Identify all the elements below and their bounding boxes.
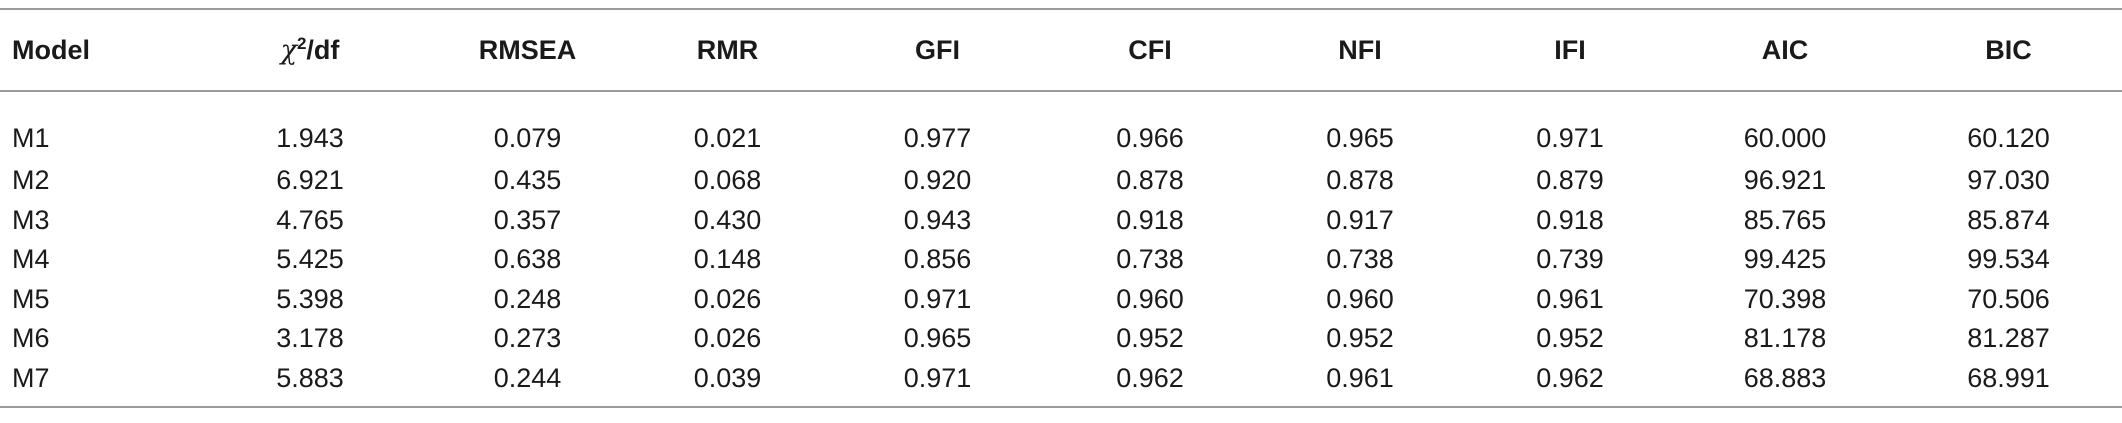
cell-aic: 60.000 [1743, 123, 1827, 153]
cell-ifi: 0.961 [1536, 283, 1604, 314]
cell-rmsea: 0.244 [493, 362, 562, 393]
cell-cfi: 0.952 [1116, 323, 1184, 354]
chi-symbol: χ [280, 34, 297, 66]
cell-rmr: 0.021 [693, 123, 762, 153]
cell-model: M1 [12, 123, 50, 153]
table-row: M7 5.883 0.244 0.039 0.971 0.962 0.961 0… [0, 359, 2122, 399]
cell-rmsea: 0.273 [493, 323, 562, 354]
cell-cfi: 0.738 [1116, 244, 1184, 275]
header-model: Model [12, 34, 90, 65]
header-ifi: IFI [1554, 34, 1586, 65]
cell-gfi: 0.856 [903, 244, 972, 275]
cell-cfi: 0.918 [1116, 204, 1184, 235]
cell-model: M4 [12, 244, 50, 275]
cell-ifi: 0.739 [1536, 244, 1604, 275]
cell-aic: 81.178 [1743, 323, 1827, 354]
cell-model: M3 [12, 204, 50, 235]
cell-nfi: 0.960 [1326, 283, 1394, 314]
table-row: M5 5.398 0.248 0.026 0.971 0.960 0.960 0… [0, 280, 2122, 320]
cell-rmr: 0.026 [693, 283, 762, 314]
table-row: M6 3.178 0.273 0.026 0.965 0.952 0.952 0… [0, 319, 2122, 359]
cell-aic: 99.425 [1743, 244, 1827, 275]
cell-cfi: 0.962 [1116, 362, 1184, 393]
cell-nfi: 0.878 [1326, 165, 1394, 196]
header-aic: AIC [1761, 34, 1809, 65]
cell-gfi: 0.971 [903, 362, 972, 393]
header-chi-df: χ2/df [190, 10, 430, 90]
cell-rmsea: 0.357 [493, 204, 562, 235]
cell-rmsea: 0.638 [493, 244, 562, 275]
header-rmsea: RMSEA [478, 34, 577, 65]
cell-ifi: 0.952 [1536, 323, 1604, 354]
header-row: Model χ2/df RMSEA RMR GFI CFI NFI IFI AI… [0, 10, 2122, 90]
cell-rmsea: 0.435 [493, 165, 562, 196]
cell-gfi: 0.920 [903, 165, 972, 196]
cell-rmsea: 0.079 [493, 123, 562, 153]
cell-nfi: 0.952 [1326, 323, 1394, 354]
cell-chi-df: 1.943 [276, 123, 344, 153]
table-row: M2 6.921 0.435 0.068 0.920 0.878 0.878 0… [0, 161, 2122, 201]
cell-nfi: 0.965 [1326, 123, 1394, 153]
cell-bic: 81.287 [1967, 323, 2050, 354]
cell-ifi: 0.971 [1536, 123, 1604, 153]
cell-bic: 60.120 [1967, 123, 2050, 153]
cell-rmr: 0.430 [693, 204, 762, 235]
cell-cfi: 0.966 [1116, 123, 1184, 153]
cell-chi-df: 5.883 [276, 362, 344, 393]
cell-nfi: 0.738 [1326, 244, 1394, 275]
bottom-rule [0, 406, 2122, 408]
header-cfi: CFI [1128, 34, 1172, 65]
cell-aic: 70.398 [1743, 283, 1827, 314]
top-rule [0, 8, 2122, 10]
cell-gfi: 0.977 [903, 123, 972, 153]
cell-bic: 97.030 [1967, 165, 2050, 196]
cell-cfi: 0.960 [1116, 283, 1184, 314]
cell-chi-df: 5.398 [276, 283, 344, 314]
table-header: Model χ2/df RMSEA RMR GFI CFI NFI IFI AI… [0, 10, 2122, 90]
cell-ifi: 0.879 [1536, 165, 1604, 196]
cell-bic: 70.506 [1967, 283, 2050, 314]
header-gfi: GFI [915, 34, 960, 65]
fit-indices-table: Model χ2/df RMSEA RMR GFI CFI NFI IFI AI… [0, 10, 2122, 398]
cell-gfi: 0.971 [903, 283, 972, 314]
chi-df-suffix: /df [306, 34, 340, 65]
chi-superscript: 2 [296, 33, 307, 53]
cell-nfi: 0.917 [1326, 204, 1394, 235]
table-row: M4 5.425 0.638 0.148 0.856 0.738 0.738 0… [0, 240, 2122, 280]
cell-cfi: 0.878 [1116, 165, 1184, 196]
cell-model: M5 [12, 283, 50, 314]
table-row: M1 1.943 0.079 0.021 0.977 0.966 0.965 0… [0, 90, 2122, 161]
cell-bic: 85.874 [1967, 204, 2050, 235]
cell-rmr: 0.068 [693, 165, 762, 196]
cell-chi-df: 4.765 [276, 204, 344, 235]
table-row: M3 4.765 0.357 0.430 0.943 0.918 0.917 0… [0, 201, 2122, 241]
header-rule [0, 90, 2122, 92]
cell-model: M2 [12, 165, 50, 196]
cell-ifi: 0.918 [1536, 204, 1604, 235]
cell-gfi: 0.965 [903, 323, 972, 354]
header-bic: BIC [1985, 34, 2032, 65]
cell-model: M7 [12, 362, 50, 393]
cell-bic: 68.991 [1967, 362, 2050, 393]
cell-rmr: 0.148 [693, 244, 762, 275]
cell-ifi: 0.962 [1536, 362, 1604, 393]
cell-bic: 99.534 [1967, 244, 2050, 275]
cell-chi-df: 3.178 [276, 323, 344, 354]
cell-aic: 68.883 [1743, 362, 1827, 393]
cell-aic: 85.765 [1743, 204, 1827, 235]
table-body: M1 1.943 0.079 0.021 0.977 0.966 0.965 0… [0, 90, 2122, 398]
cell-aic: 96.921 [1743, 165, 1827, 196]
cell-gfi: 0.943 [903, 204, 972, 235]
header-rmr: RMR [696, 34, 759, 65]
cell-nfi: 0.961 [1326, 362, 1394, 393]
cell-rmr: 0.026 [693, 323, 762, 354]
header-nfi: NFI [1338, 34, 1382, 65]
cell-rmr: 0.039 [693, 362, 762, 393]
cell-chi-df: 5.425 [276, 244, 344, 275]
cell-chi-df: 6.921 [276, 165, 344, 196]
cell-model: M6 [12, 323, 50, 354]
cell-rmsea: 0.248 [493, 283, 562, 314]
